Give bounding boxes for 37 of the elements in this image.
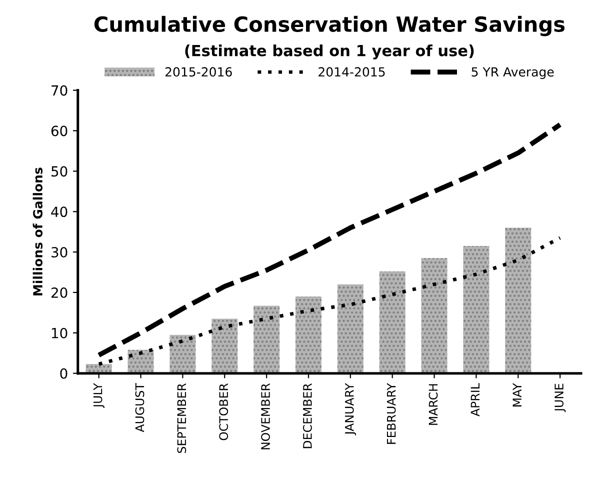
legend-label: 5 YR Average [472,67,554,80]
x-tick-label: JULY [93,383,104,408]
y-tick-label: 50 [52,166,68,177]
x-tick-label: JANUARY [345,383,356,436]
x-tick-label: SEPTEMBER [177,383,186,453]
x-tick-label: JUNE [554,384,566,412]
x-tick-label: OCTOBER [219,383,228,440]
x-tick-label: FEBRUARY [386,383,396,444]
y-tick-label: 60 [51,126,68,136]
legend-label: 2015-2016 [165,67,232,77]
y-tick-label: 0 [60,368,68,379]
y-tick-label: 30 [52,246,68,258]
x-tick-label: DECEMBER [302,383,312,448]
x-tick-label: APRIL [470,383,480,416]
chart-title: Cumulative Conservation Water Savings [94,16,565,36]
x-tick-label: NOVEMBER [261,383,270,450]
bar [463,246,490,374]
y-axis-title: Millions of Gallons [32,168,42,296]
line-series [96,122,562,358]
x-tick-label: AUGUST [135,383,144,432]
bar [170,334,196,374]
bar [379,271,406,374]
x-tick-label: MARCH [428,384,438,425]
line-series [97,236,562,366]
chart-subtitle: (Estimate based on 1 year of use) [185,44,474,60]
x-tick-label: MAY [512,383,522,406]
y-tick-label: 20 [51,287,68,298]
legend-label: 2014-2015 [318,67,385,77]
y-tick-label: 70 [52,85,68,96]
bar [337,284,364,374]
bar [212,318,238,374]
y-tick-label: 10 [52,328,68,338]
bar [295,296,322,374]
y-tick-label: 40 [51,206,68,218]
bar [421,258,448,374]
bar [254,306,280,374]
bar [505,228,532,374]
